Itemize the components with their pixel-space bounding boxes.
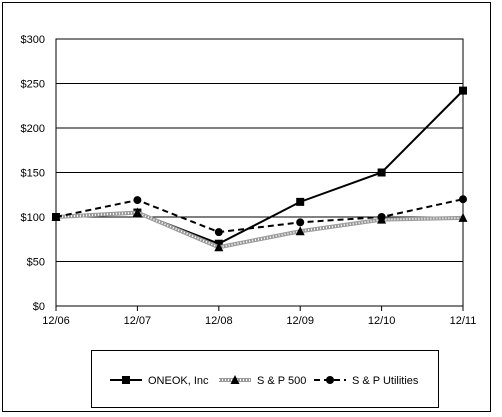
y-tick-label: $300 (21, 34, 45, 46)
legend-s-p-utilities: S & P Utilities (314, 375, 419, 387)
y-tick-label: $100 (21, 212, 45, 224)
y-tick-label: $150 (21, 168, 45, 180)
legend: ONEOK, Inc S & P 500 S & P Utilities (91, 350, 439, 408)
legend-s-p-utilities-marker (326, 376, 334, 384)
series-oneok-inc-point (296, 197, 305, 206)
legend-oneok-inc-label: ONEOK, Inc (148, 375, 209, 387)
x-tick-label: 12/10 (368, 315, 396, 327)
x-tick-label: 12/07 (124, 315, 152, 327)
legend-s-p-utilities-label: S & P Utilities (352, 375, 419, 387)
series-s-p-utilities-point (459, 195, 467, 204)
series-s-p-500-point (214, 242, 224, 252)
series-s-p-utilities-point (52, 213, 60, 221)
legend-svg: ONEOK, Inc S & P 500 S & P Utilities (110, 375, 419, 387)
y-tick-label: $200 (21, 123, 45, 135)
series-s-p-500-point (132, 207, 142, 217)
series-s-p-utilities-point (377, 213, 386, 221)
series-s-p-utilities (52, 195, 467, 237)
legend-s-p-500-label: S & P 500 (257, 375, 306, 387)
series-s-p-utilities-line (55, 198, 464, 234)
series-oneok-inc-point (459, 86, 467, 95)
series-s-p-utilities-point (133, 196, 142, 205)
legend-oneok-inc-marker (122, 376, 130, 384)
y-tick-label: $0 (33, 301, 45, 313)
series-s-p-500-point (458, 212, 468, 222)
x-tick-label: 12/09 (286, 315, 314, 327)
y-tick-label: $50 (27, 257, 45, 269)
series-s-p-500-line-hatch (55, 211, 464, 249)
legend-s-p-500: S & P 500 (219, 375, 306, 387)
series-oneok-inc-point (377, 168, 386, 177)
x-tick-label: 12/06 (42, 315, 70, 327)
y-tick-label: $250 (21, 79, 45, 91)
series-s-p-utilities-point (296, 218, 305, 227)
series-s-p-500-point (295, 226, 305, 236)
x-tick-label: 12/08 (205, 315, 233, 327)
x-tick-label: 12/11 (450, 315, 477, 327)
series-s-p-utilities-point (214, 228, 223, 237)
legend-oneok-inc: ONEOK, Inc (110, 375, 209, 387)
legend-s-p-500-marker (230, 375, 240, 384)
